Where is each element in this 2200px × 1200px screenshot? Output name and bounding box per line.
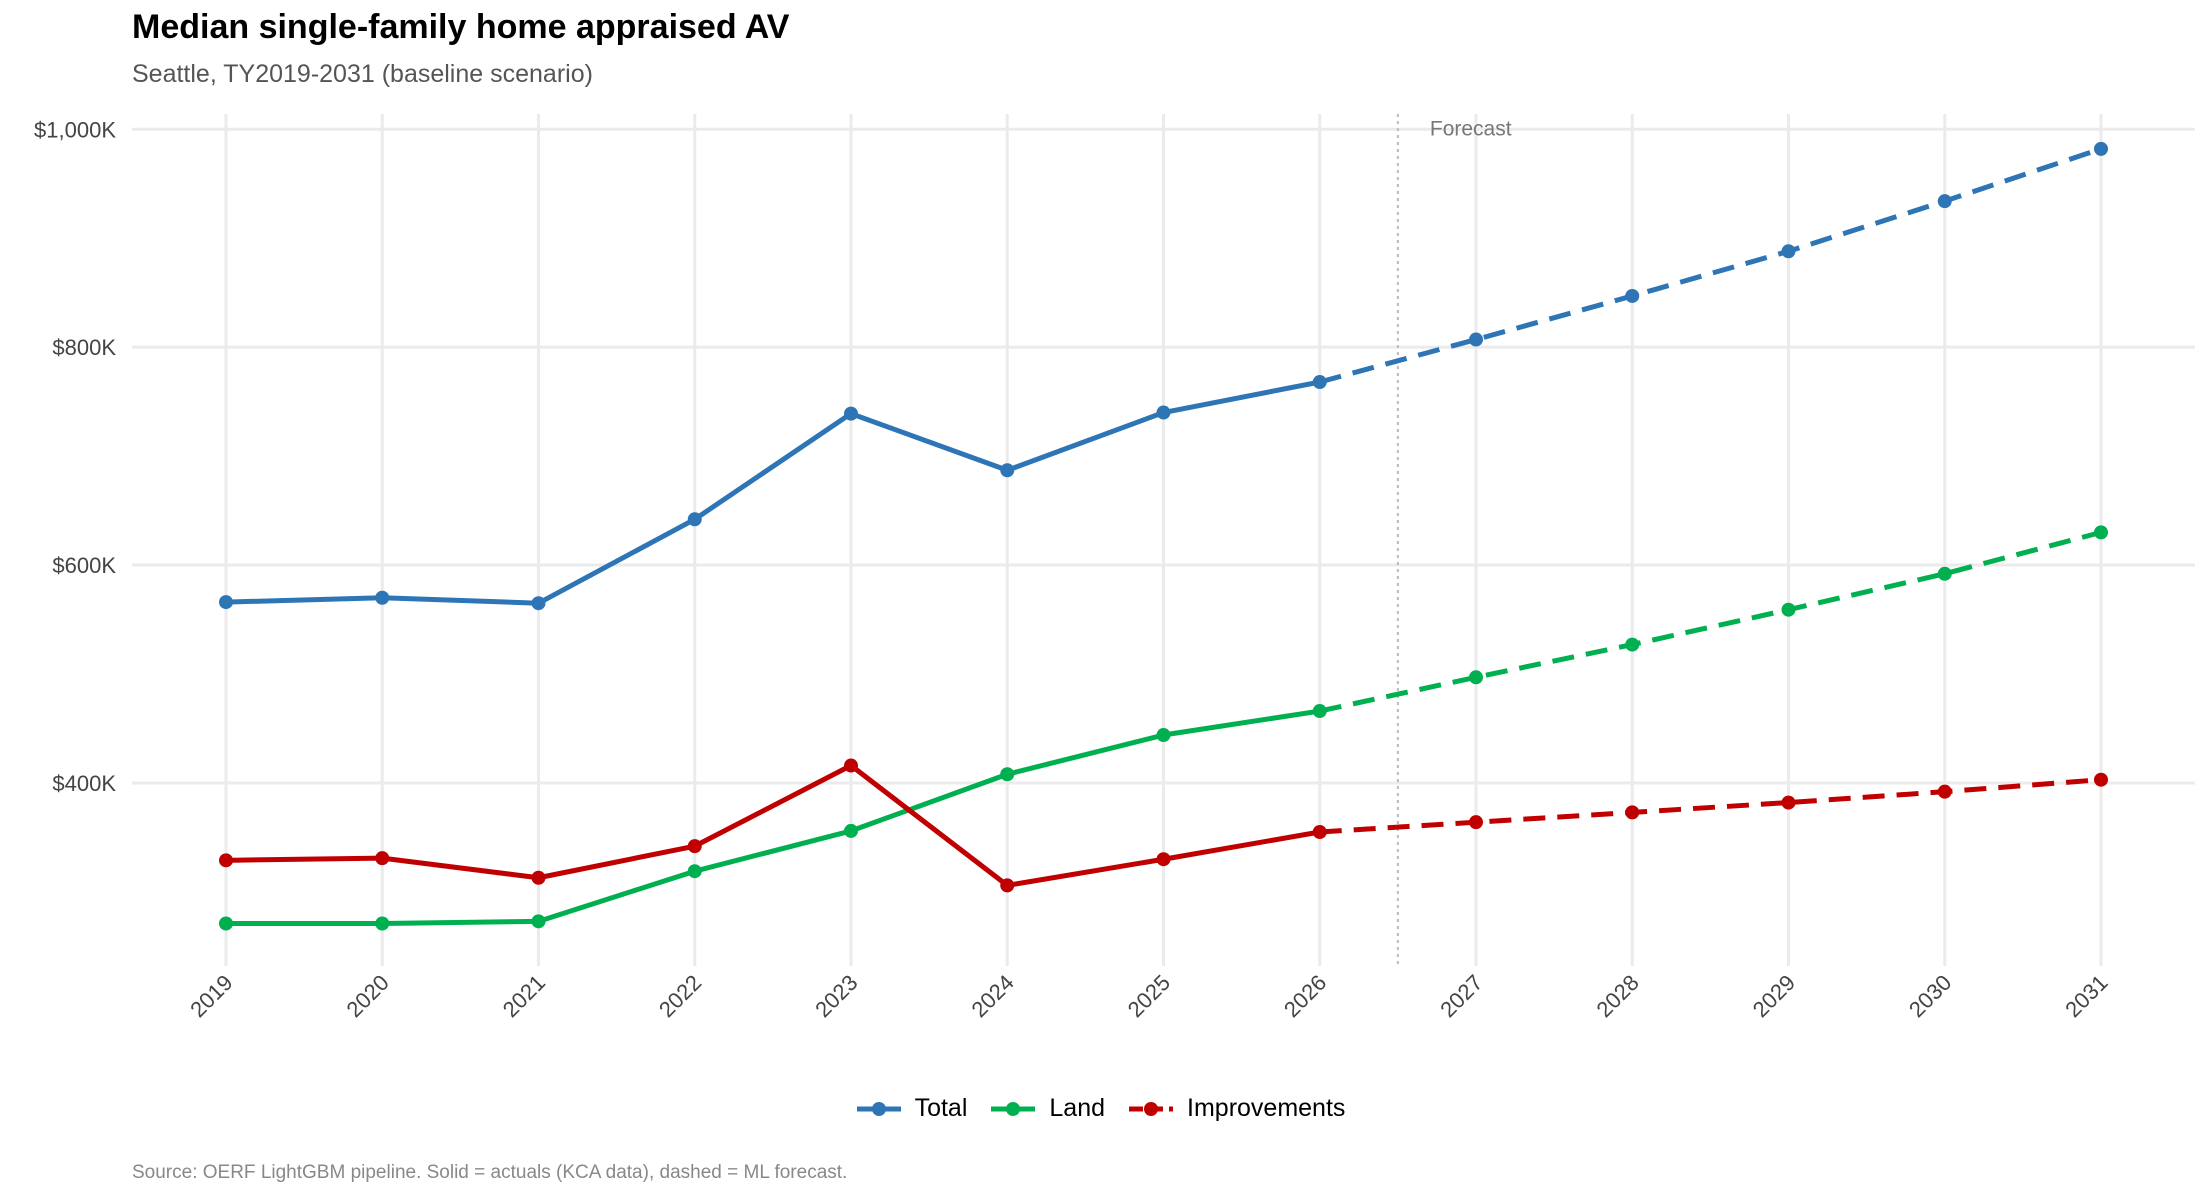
series-line-forecast-improvements bbox=[1319, 777, 2102, 835]
data-point-land bbox=[1937, 566, 1952, 581]
y-tick-label: $600K bbox=[52, 553, 116, 578]
data-point-land bbox=[687, 864, 702, 879]
data-point-improvements bbox=[219, 853, 233, 868]
data-point-improvements bbox=[1469, 815, 1483, 830]
legend-item-total: Total bbox=[855, 1094, 968, 1123]
data-point-total bbox=[1000, 463, 1015, 478]
data-point-total bbox=[1156, 405, 1171, 420]
x-tick-label: 2021 bbox=[498, 970, 550, 1022]
data-point-total bbox=[1937, 194, 1952, 209]
legend-label: Improvements bbox=[1187, 1094, 1346, 1122]
legend-item-land: Land bbox=[989, 1094, 1105, 1123]
data-point-improvements bbox=[1000, 878, 1015, 893]
data-point-total bbox=[844, 406, 858, 421]
legend-label: Land bbox=[1049, 1094, 1106, 1122]
x-tick-label: 2020 bbox=[341, 970, 393, 1022]
legend-key-icon bbox=[1129, 1101, 1174, 1116]
x-tick-label: 2024 bbox=[966, 970, 1018, 1022]
data-point-improvements bbox=[531, 870, 546, 885]
data-point-total bbox=[2094, 141, 2108, 156]
legend-key-icon bbox=[856, 1101, 901, 1116]
data-point-total bbox=[687, 512, 702, 527]
series-line-actual-total bbox=[225, 379, 1321, 606]
legend-item-improvements: Improvements bbox=[1127, 1094, 1345, 1123]
data-point-improvements bbox=[687, 839, 702, 854]
x-tick-label: 2026 bbox=[1279, 970, 1331, 1022]
series-line-actual-improvements bbox=[225, 763, 1321, 888]
data-point-total bbox=[219, 595, 233, 610]
y-tick-label: $400K bbox=[52, 771, 116, 796]
data-point-total bbox=[531, 596, 546, 611]
x-tick-label: 2030 bbox=[1904, 970, 1956, 1022]
data-point-land bbox=[219, 916, 233, 931]
data-point-improvements bbox=[1625, 805, 1640, 820]
data-point-land bbox=[1312, 704, 1327, 719]
data-point-land bbox=[1156, 728, 1171, 743]
data-point-land bbox=[1625, 637, 1640, 652]
x-tick-label: 2029 bbox=[1748, 970, 1800, 1022]
data-point-improvements bbox=[375, 851, 390, 866]
chart-title: Median single-family home appraised AV bbox=[132, 8, 790, 46]
x-tick-label: 2023 bbox=[810, 970, 862, 1022]
data-point-total bbox=[1625, 288, 1640, 303]
data-point-total bbox=[1781, 244, 1796, 259]
y-tick-label: $1,000K bbox=[34, 117, 116, 142]
series-line-forecast-land bbox=[1319, 529, 2102, 714]
forecast-label: Forecast bbox=[1430, 117, 1512, 140]
data-point-land bbox=[1781, 602, 1796, 617]
data-point-total bbox=[1312, 375, 1327, 390]
x-tick-label: 2025 bbox=[1123, 970, 1175, 1022]
x-tick-label: 2019 bbox=[185, 970, 237, 1022]
data-point-improvements bbox=[1937, 784, 1952, 799]
legend-label: Total bbox=[914, 1094, 968, 1122]
data-point-land bbox=[1000, 767, 1015, 782]
y-tick-label: $800K bbox=[52, 335, 116, 360]
data-point-land bbox=[2094, 525, 2108, 540]
x-tick-label: 2027 bbox=[1435, 970, 1487, 1022]
data-point-land bbox=[1469, 670, 1483, 685]
data-point-land bbox=[844, 823, 858, 838]
x-tick-label: 2022 bbox=[654, 970, 706, 1022]
source-caption: Source: OERF LightGBM pipeline. Solid = … bbox=[132, 1162, 848, 1183]
data-point-total bbox=[1469, 332, 1483, 347]
data-point-improvements bbox=[1781, 795, 1796, 810]
data-point-improvements bbox=[2094, 772, 2108, 787]
legend: Total Land Improvements bbox=[0, 1094, 2200, 1123]
x-tick-label: 2028 bbox=[1591, 970, 1643, 1022]
data-point-improvements bbox=[1156, 852, 1171, 867]
series-line-actual-land bbox=[226, 708, 1321, 927]
data-point-improvements bbox=[1312, 824, 1327, 839]
data-point-land bbox=[531, 914, 546, 929]
data-point-total bbox=[375, 590, 390, 605]
data-point-improvements bbox=[844, 758, 858, 773]
legend-key-icon bbox=[991, 1101, 1036, 1116]
x-tick-label: 2031 bbox=[2060, 970, 2112, 1022]
chart-subtitle: Seattle, TY2019-2031 (baseline scenario) bbox=[132, 60, 593, 88]
data-point-land bbox=[375, 916, 390, 931]
